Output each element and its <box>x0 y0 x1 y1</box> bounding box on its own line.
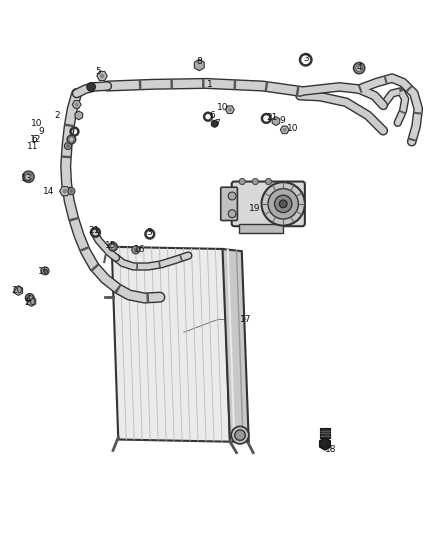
Polygon shape <box>272 117 280 125</box>
Text: 16: 16 <box>38 267 49 276</box>
Text: 12: 12 <box>30 135 42 144</box>
Text: 8: 8 <box>196 57 202 66</box>
Circle shape <box>283 128 286 132</box>
Text: 3: 3 <box>304 54 310 63</box>
Text: 7: 7 <box>214 119 220 128</box>
Polygon shape <box>97 71 107 80</box>
Circle shape <box>235 430 245 440</box>
Circle shape <box>265 179 272 184</box>
Bar <box>239 223 283 233</box>
Circle shape <box>228 108 232 112</box>
Text: 4: 4 <box>357 63 362 72</box>
Text: 5: 5 <box>95 67 102 76</box>
Circle shape <box>261 182 305 225</box>
Text: 20: 20 <box>24 298 35 307</box>
Circle shape <box>134 248 138 252</box>
Circle shape <box>268 189 298 219</box>
Circle shape <box>70 189 73 193</box>
Polygon shape <box>280 126 289 134</box>
Polygon shape <box>112 247 230 442</box>
Text: 9: 9 <box>39 127 45 136</box>
Circle shape <box>27 295 32 301</box>
Circle shape <box>109 243 117 251</box>
Circle shape <box>279 200 287 208</box>
Polygon shape <box>27 297 36 306</box>
Text: 13: 13 <box>21 174 32 183</box>
Circle shape <box>67 135 76 144</box>
Bar <box>320 428 330 438</box>
Text: 4: 4 <box>26 295 31 304</box>
Text: 20: 20 <box>11 286 22 295</box>
FancyBboxPatch shape <box>221 187 237 221</box>
Circle shape <box>110 244 116 249</box>
Text: 10: 10 <box>31 119 42 128</box>
Circle shape <box>69 137 74 142</box>
Circle shape <box>228 192 236 200</box>
Polygon shape <box>75 111 83 120</box>
Polygon shape <box>226 106 234 114</box>
Text: 18: 18 <box>325 445 336 454</box>
Text: 21: 21 <box>266 113 277 122</box>
Text: 6: 6 <box>31 135 37 144</box>
Polygon shape <box>60 187 70 196</box>
Text: 16: 16 <box>134 245 145 254</box>
Circle shape <box>100 74 104 78</box>
Circle shape <box>228 210 236 217</box>
Circle shape <box>64 142 71 150</box>
Polygon shape <box>14 286 23 295</box>
Text: 10: 10 <box>217 103 228 112</box>
Text: 9: 9 <box>279 116 286 125</box>
Circle shape <box>239 179 245 184</box>
Circle shape <box>353 62 365 74</box>
Circle shape <box>68 188 75 195</box>
Text: 1: 1 <box>207 80 213 89</box>
Circle shape <box>132 246 140 254</box>
Circle shape <box>87 83 95 91</box>
Text: 11: 11 <box>27 142 39 151</box>
Text: 10: 10 <box>287 124 298 133</box>
Circle shape <box>41 267 49 275</box>
Text: 2: 2 <box>54 111 60 120</box>
Polygon shape <box>320 438 330 450</box>
Circle shape <box>211 120 218 127</box>
Text: 15: 15 <box>105 241 116 250</box>
Circle shape <box>231 426 249 444</box>
Circle shape <box>66 144 70 148</box>
Text: 6: 6 <box>209 111 215 120</box>
Circle shape <box>252 179 258 184</box>
Circle shape <box>25 294 34 302</box>
Circle shape <box>275 195 292 213</box>
Polygon shape <box>72 101 81 108</box>
Circle shape <box>23 171 34 182</box>
Text: 21: 21 <box>88 226 100 235</box>
Text: 14: 14 <box>42 187 54 196</box>
Circle shape <box>74 102 78 107</box>
Circle shape <box>63 189 67 193</box>
Text: 17: 17 <box>240 314 251 324</box>
Polygon shape <box>194 59 204 71</box>
Circle shape <box>25 173 32 180</box>
Polygon shape <box>223 249 249 442</box>
FancyBboxPatch shape <box>232 182 305 226</box>
Circle shape <box>43 269 47 273</box>
Circle shape <box>356 64 363 71</box>
Text: 3: 3 <box>146 228 152 237</box>
Text: 19: 19 <box>249 204 261 213</box>
